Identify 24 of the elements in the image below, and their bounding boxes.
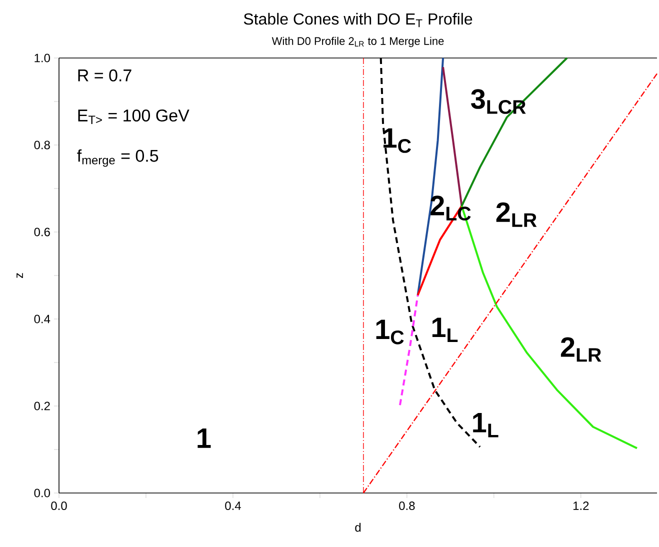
x-axis-title: d — [355, 522, 361, 532]
annotation: 1$_{C}$ — [384, 128, 411, 153]
chart-subtitle: With D0 Profile 2$_{LR}$ to 1 Merge Line — [272, 36, 444, 48]
y-tick-label: 0.0 — [34, 488, 50, 498]
annotation: 1$_{L}$ — [432, 318, 458, 342]
x-tick-label: 0.8 — [399, 502, 415, 510]
annotation: 2$_{LR}$ — [560, 337, 602, 362]
y-axis-title: z — [16, 273, 23, 278]
annotation: 1$_{C}$ — [376, 320, 404, 344]
annotation: 1 — [198, 428, 211, 448]
annotation: R = 0.7 — [78, 69, 132, 82]
y-tick-label: 0.2 — [34, 402, 50, 410]
y-tick-label: 1.0 — [34, 54, 50, 62]
annotation: 2$_{LR}$ — [496, 202, 537, 227]
chart-title: Stable Cones with DO E$_{T}$ Profile — [244, 12, 472, 28]
annotation: E$_{T>}$ = 100 GeV — [78, 109, 190, 124]
x-tick-label: 1.2 — [573, 502, 589, 510]
annotation: 1$_{L}$ — [473, 413, 498, 438]
y-tick-label: 0.8 — [34, 140, 50, 150]
y-tick-label: 0.4 — [34, 314, 50, 324]
x-tick-label: 0.0 — [51, 502, 67, 510]
y-tick-label: 0.6 — [34, 228, 50, 236]
annotation: f$_{merge}$ = 0.5 — [77, 149, 158, 167]
x-tick-label: 0.4 — [225, 502, 241, 510]
